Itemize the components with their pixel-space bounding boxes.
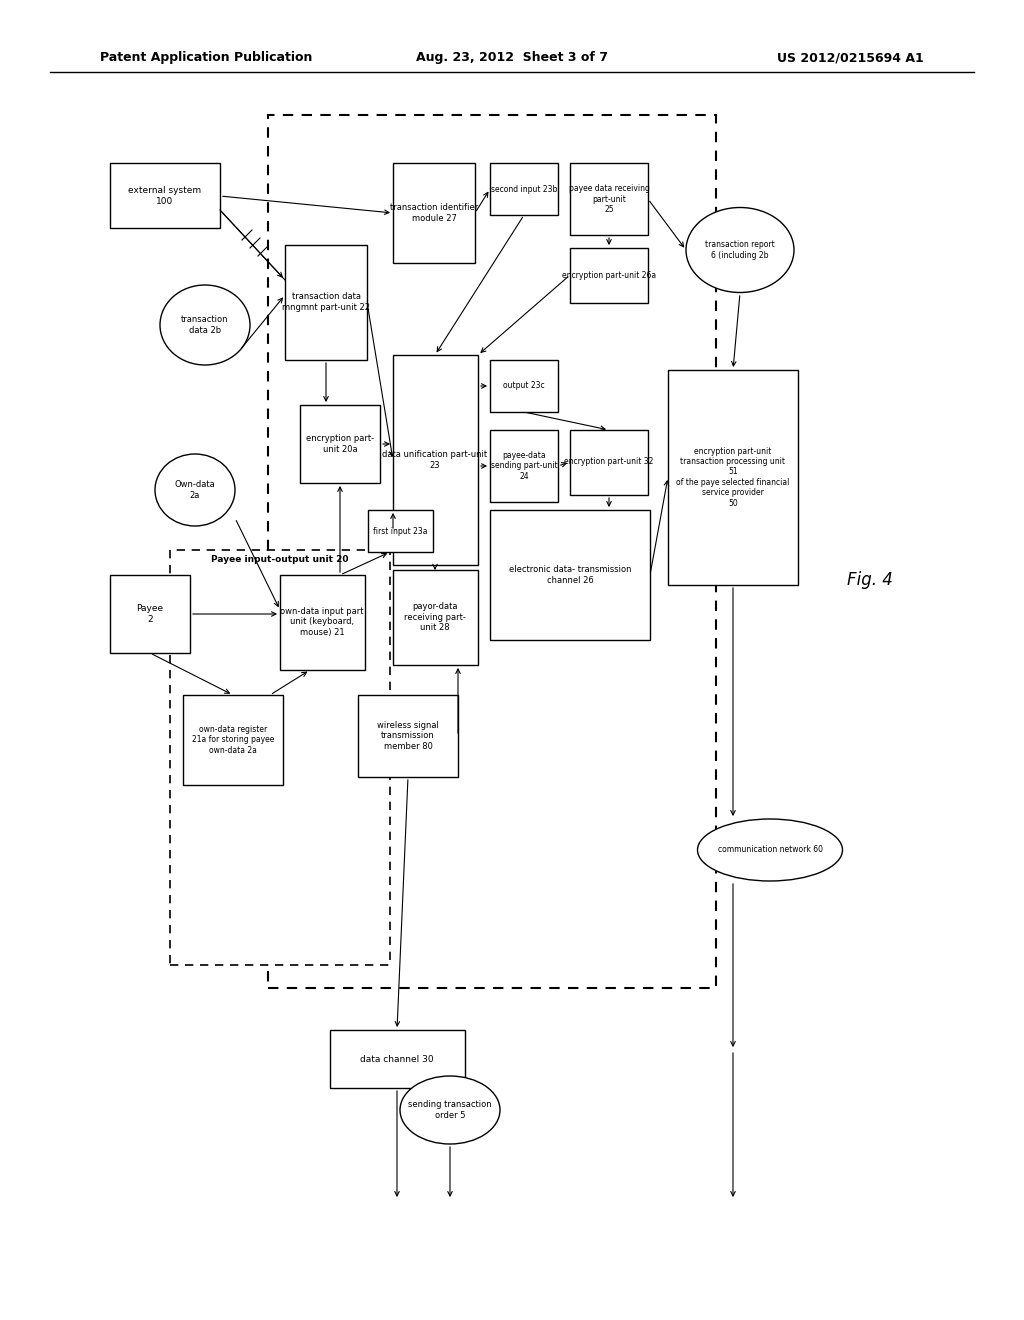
Bar <box>490 430 558 502</box>
Text: data unification part-unit
23: data unification part-unit 23 <box>382 450 487 470</box>
Text: payee data receiving
part-unit
25: payee data receiving part-unit 25 <box>568 183 649 214</box>
Bar <box>490 360 558 412</box>
Bar <box>330 1030 465 1088</box>
Text: encryption part-unit 32: encryption part-unit 32 <box>564 458 653 466</box>
Bar <box>393 162 475 263</box>
Text: encryption part-unit
transaction processing unit
51
of the paye selected financi: encryption part-unit transaction process… <box>676 446 790 507</box>
Bar <box>393 570 478 665</box>
Text: encryption part-unit 26a: encryption part-unit 26a <box>562 271 656 280</box>
Text: sending transaction
order 5: sending transaction order 5 <box>409 1101 492 1119</box>
Text: Own-data
2a: Own-data 2a <box>175 480 215 500</box>
Text: payee-data
sending part-unit
24: payee-data sending part-unit 24 <box>490 451 557 480</box>
Bar <box>110 162 220 228</box>
Text: communication network 60: communication network 60 <box>718 846 822 854</box>
Bar <box>358 696 458 777</box>
Text: Patent Application Publication: Patent Application Publication <box>100 51 312 65</box>
Text: electronic data- transmission
channel 26: electronic data- transmission channel 26 <box>509 565 631 585</box>
Bar <box>570 430 648 495</box>
Text: Payee
2: Payee 2 <box>136 605 164 624</box>
Ellipse shape <box>697 818 843 880</box>
Text: transaction data
mngmnt part-unit 22: transaction data mngmnt part-unit 22 <box>282 292 370 312</box>
Bar <box>170 550 390 965</box>
Bar <box>570 248 648 304</box>
Ellipse shape <box>160 285 250 366</box>
Bar <box>570 162 648 235</box>
Text: transaction
data 2b: transaction data 2b <box>181 315 228 335</box>
Text: first input 23a: first input 23a <box>373 527 427 536</box>
Ellipse shape <box>686 207 794 293</box>
Text: own-data register
21a for storing payee
own-data 2a: own-data register 21a for storing payee … <box>191 725 274 755</box>
Bar <box>268 115 716 987</box>
Bar <box>393 355 478 565</box>
Text: encryption part-
unit 20a: encryption part- unit 20a <box>306 434 374 454</box>
Text: Fig. 4: Fig. 4 <box>847 572 893 589</box>
Bar <box>280 576 365 671</box>
Text: external system
100: external system 100 <box>128 186 202 206</box>
Text: own-data input part
unit (keyboard,
mouse) 21: own-data input part unit (keyboard, mous… <box>281 607 364 636</box>
Bar <box>668 370 798 585</box>
Text: data channel 30: data channel 30 <box>360 1055 434 1064</box>
Bar <box>300 405 380 483</box>
Ellipse shape <box>155 454 234 525</box>
Bar <box>285 246 367 360</box>
Text: second input 23b: second input 23b <box>490 185 557 194</box>
Bar <box>183 696 283 785</box>
Text: Payee input-output unit 20: Payee input-output unit 20 <box>211 556 349 565</box>
Bar <box>490 162 558 215</box>
Text: transaction report
6 (including 2b: transaction report 6 (including 2b <box>706 240 775 260</box>
Ellipse shape <box>400 1076 500 1144</box>
Bar <box>368 510 433 552</box>
Text: wireless signal
transmission
member 80: wireless signal transmission member 80 <box>377 721 439 751</box>
Text: transaction identifier
module 27: transaction identifier module 27 <box>390 203 478 223</box>
Text: US 2012/0215694 A1: US 2012/0215694 A1 <box>777 51 924 65</box>
Bar <box>490 510 650 640</box>
Bar <box>110 576 190 653</box>
Text: Aug. 23, 2012  Sheet 3 of 7: Aug. 23, 2012 Sheet 3 of 7 <box>416 51 608 65</box>
Text: payor-data
receiving part-
unit 28: payor-data receiving part- unit 28 <box>404 602 466 632</box>
Text: output 23c: output 23c <box>503 381 545 391</box>
